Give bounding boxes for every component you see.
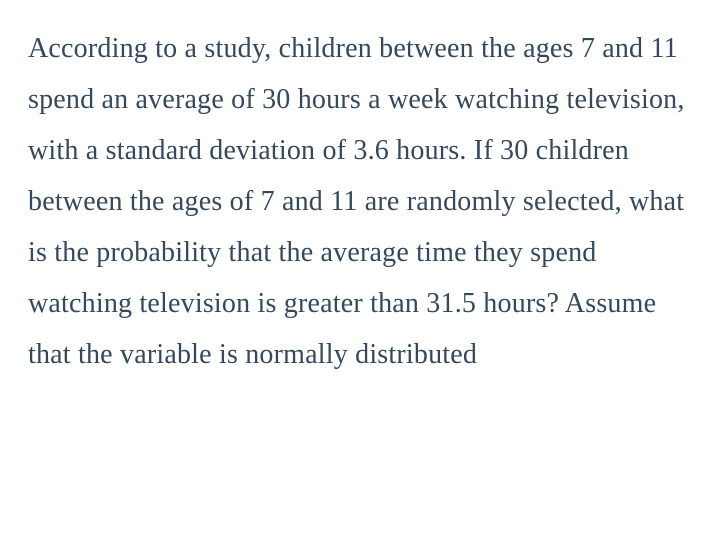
problem-statement-text: According to a study, children between t… (28, 24, 692, 381)
